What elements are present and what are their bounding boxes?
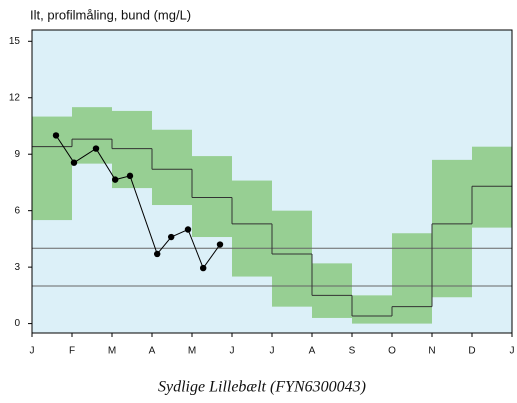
range-band [352,295,392,324]
observed-point [126,172,134,180]
x-tick-label: N [428,346,435,357]
observed-point [168,233,175,241]
range-band [32,116,72,221]
range-band [312,263,352,318]
x-tick-label: J [270,346,275,357]
x-tick-label: J [510,346,515,357]
range-band [232,180,272,277]
y-tick-label: 15 [9,36,21,47]
observed-point [70,159,78,166]
x-tick-label: A [149,346,156,357]
x-tick-label: F [69,346,75,357]
y-tick-label: 0 [14,318,20,329]
range-band [192,156,232,238]
observed-line [55,135,221,270]
y-tick-label: 3 [14,262,20,273]
observed-point [154,250,161,258]
range-band [472,146,512,228]
observed-point [112,176,119,183]
range-band [152,129,192,206]
observed-point [52,132,60,139]
x-tick-label: D [468,346,475,357]
chart-title: Ilt, profilmåling, bund (mg/L) [30,7,191,22]
range-band [432,159,472,298]
observed-point [200,264,207,272]
caption: Sydlige Lillebælt (FYN6300043) [158,379,366,396]
x-tick-label: M [188,346,196,357]
x-tick-label: A [309,346,316,357]
x-tick-label: S [349,346,356,357]
observed-point [216,241,224,248]
x-tick-label: M [108,346,116,357]
x-tick-label: J [30,346,35,357]
observed-point [92,145,100,152]
x-tick-label: J [230,346,235,357]
y-tick-label: 6 [14,205,20,216]
range-band [72,107,112,164]
y-tick-label: 12 [9,92,21,103]
range-band [392,233,432,324]
y-tick-label: 9 [14,149,20,160]
observed-point [184,226,192,233]
x-tick-label: O [388,346,396,357]
range-band [272,210,312,307]
